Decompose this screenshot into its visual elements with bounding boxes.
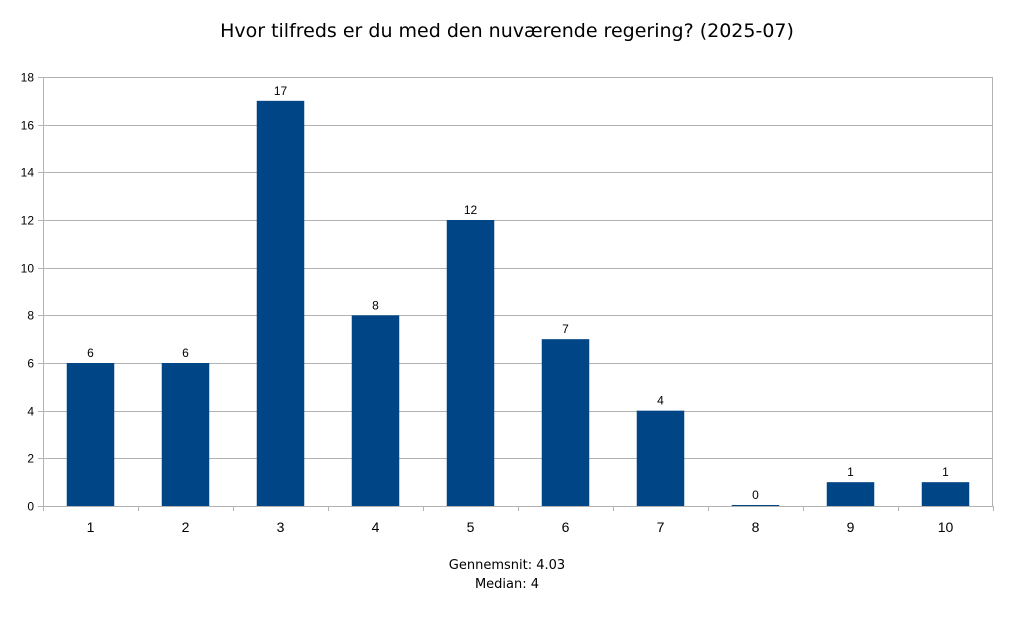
chart-title: Hvor tilfreds er du med den nuværende re… — [220, 20, 794, 42]
y-tick-label: 10 — [21, 262, 35, 276]
data-label-10: 1 — [942, 465, 949, 479]
bar-3 — [256, 100, 305, 506]
x-tick-label: 8 — [752, 519, 760, 535]
data-label-7: 4 — [657, 394, 664, 408]
data-label-4: 8 — [372, 298, 379, 312]
y-tick-label: 18 — [21, 71, 35, 85]
x-tick-label: 6 — [562, 519, 570, 535]
bars — [66, 100, 970, 506]
data-label-1: 6 — [87, 346, 94, 360]
x-tick-label: 2 — [182, 519, 190, 535]
bar-5 — [446, 220, 495, 506]
y-tick-label: 14 — [21, 166, 35, 180]
y-tick-label: 4 — [27, 405, 34, 419]
y-tick-label: 0 — [27, 500, 34, 514]
x-tick-label: 9 — [847, 519, 855, 535]
y-tick-label: 8 — [27, 309, 34, 323]
data-label-8: 0 — [752, 488, 759, 502]
median-text: Median: 4 — [474, 577, 540, 592]
data-label-9: 1 — [847, 465, 854, 479]
x-tick-label: 4 — [372, 519, 380, 535]
x-tick-label: 10 — [938, 519, 954, 535]
bar-10 — [921, 482, 970, 506]
axes — [38, 77, 994, 511]
x-tick-label: 5 — [467, 519, 475, 535]
bar-7 — [636, 410, 685, 506]
bar-6 — [541, 339, 590, 506]
bar-8 — [731, 505, 780, 506]
data-label-6: 7 — [562, 322, 569, 336]
bar-1 — [66, 363, 115, 506]
y-tick-label: 2 — [27, 452, 34, 466]
y-tick-label: 6 — [27, 357, 34, 371]
bar-4 — [351, 315, 400, 506]
bar-2 — [161, 363, 210, 506]
bar-9 — [826, 482, 875, 506]
y-tick-label: 16 — [21, 119, 35, 133]
data-label-5: 12 — [464, 203, 478, 217]
x-tick-label: 7 — [657, 519, 665, 535]
x-tick-label: 3 — [277, 519, 285, 535]
data-label-3: 17 — [274, 84, 288, 98]
mean-text: Gennemsnit: 4.03 — [448, 558, 566, 573]
y-tick-label: 12 — [21, 214, 35, 228]
chart-summary: Gennemsnit: 4.03 Median: 4 — [0, 556, 1014, 594]
x-tick-label: 1 — [87, 519, 95, 535]
data-label-2: 6 — [182, 346, 189, 360]
